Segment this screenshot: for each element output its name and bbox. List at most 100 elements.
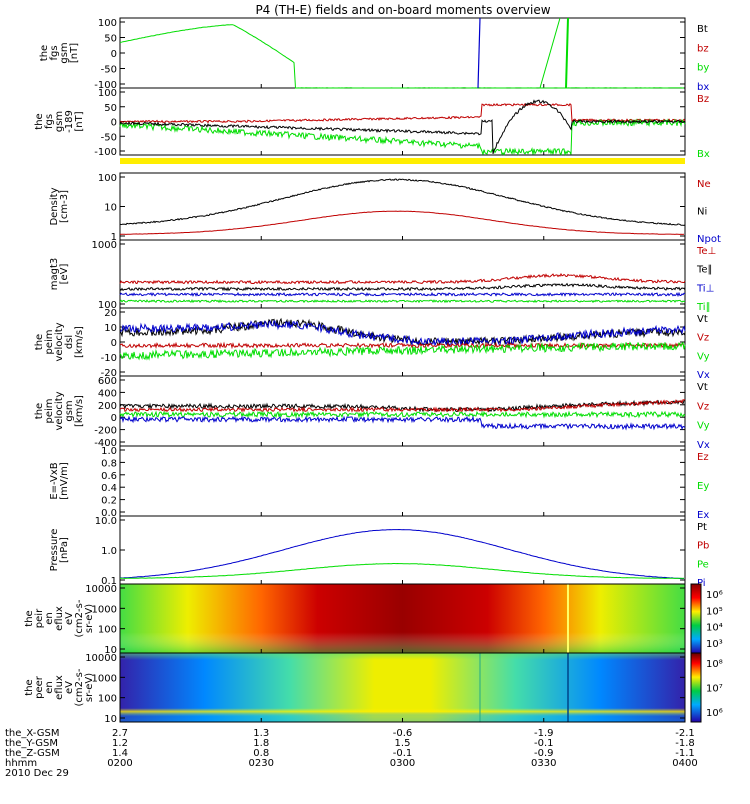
panel-frame xyxy=(119,17,686,89)
axis-row-label: the_Y-GSM xyxy=(5,738,58,749)
panel-efield: 1.00.8 0.60.4 0.20.0 E=-VxB [mV/m] Ez Ey Ex xyxy=(49,445,709,521)
y-axis-label: [eV] xyxy=(59,264,70,285)
y-axis-label: [nT] xyxy=(74,111,85,131)
y-tick-label: -200 xyxy=(94,426,117,437)
legend-te: Te∥ xyxy=(696,265,713,276)
y-axis-label: fgs xyxy=(49,45,60,60)
axis-row-value: 2.7 xyxy=(112,728,128,739)
y-tick-label: 0.0 xyxy=(101,508,117,519)
y-tick-label: -50 xyxy=(101,132,117,143)
axis-row-value: -2.1 xyxy=(675,728,695,739)
panel-frame xyxy=(119,172,686,241)
trace-dsl-vz xyxy=(119,341,686,350)
axis-row-value: 1.2 xyxy=(112,738,128,749)
legend-vt: Vt xyxy=(697,314,708,325)
y-axis-label: the xyxy=(24,679,35,695)
trace-by xyxy=(119,24,685,89)
panel-fgs: 100 50 0 -50 -100 the fgs gsm [nT] Bt bz by bx xyxy=(39,17,709,93)
trace-bx xyxy=(119,118,686,157)
legend-vz: Vz xyxy=(697,333,709,344)
y-tick-label: 10.0 xyxy=(95,516,117,527)
y-axis-label: magt3 xyxy=(49,258,60,291)
y-tick-label: 100 xyxy=(98,173,117,184)
legend-bt: Bt xyxy=(697,24,708,35)
y-tick-label: 0 xyxy=(111,413,117,424)
y-tick-label: 100 xyxy=(98,694,117,705)
colorbar-label: 10³ xyxy=(706,639,723,650)
y-tick-label: 600 xyxy=(98,376,117,387)
y-axis-label: fgs xyxy=(44,114,55,129)
y-tick-label: 1 xyxy=(111,232,117,243)
y-axis-label: the xyxy=(34,403,45,419)
y-axis-label: Density xyxy=(49,187,60,225)
y-tick-label: 50 xyxy=(104,103,117,114)
axis-row-value: 1.3 xyxy=(253,728,269,739)
legend-npot: Npot xyxy=(697,234,721,245)
axis-row-value: 0200 xyxy=(107,758,132,769)
y-axis-label: velocity xyxy=(54,391,65,430)
y-tick-label: 10 xyxy=(104,323,117,334)
y-axis-label: sr-eV) xyxy=(84,673,95,702)
axis-row-value: -1.8 xyxy=(675,738,695,749)
y-tick-label: 10 xyxy=(104,645,117,656)
y-tick-label: 10000 xyxy=(85,584,117,595)
y-axis-label: eV xyxy=(64,612,75,625)
y-axis-label: Pressure xyxy=(49,529,60,572)
y-axis-label: [mV/m] xyxy=(59,462,70,500)
y-axis-label: peir xyxy=(34,608,45,628)
legend-bx: bx xyxy=(697,82,709,93)
y-axis-label: peer xyxy=(34,675,45,699)
y-tick-label: 100 xyxy=(98,625,117,636)
axis-row-label: the_X-GSM xyxy=(5,728,59,739)
y-axis-label: gsm xyxy=(54,111,65,132)
y-axis-label: eV xyxy=(64,681,75,694)
chart-title: P4 (TH-E) fields and on-board moments ov… xyxy=(255,3,550,17)
trace-by-spike xyxy=(565,17,569,89)
legend-vt: Vt xyxy=(697,382,708,393)
legend-vx: Vx xyxy=(697,440,710,451)
legend-pb: Pb xyxy=(697,541,709,552)
legend-vy: Vy xyxy=(697,421,710,432)
y-axis-label: en xyxy=(44,612,55,625)
axis-row-value: 0230 xyxy=(249,758,274,769)
y-axis-label: [km/s] xyxy=(74,326,85,358)
y-axis-label: velocity xyxy=(54,322,65,361)
y-tick-label: 1.0 xyxy=(101,446,117,457)
panel-frame xyxy=(119,515,686,585)
y-axis-label: dsl xyxy=(64,335,75,349)
axis-row-value: 1.4 xyxy=(112,748,128,759)
y-tick-label: 100 xyxy=(98,18,117,29)
y-tick-label: 0.6 xyxy=(101,471,117,482)
axis-row-label: the_Z-GSM xyxy=(5,748,60,759)
y-tick-label: -100 xyxy=(94,80,117,91)
legend-bz: bz xyxy=(697,43,709,54)
trace-bz xyxy=(119,102,686,124)
colorbar-label: 10⁶ xyxy=(706,590,723,601)
y-tick-label: 0.8 xyxy=(101,458,117,469)
panel-peim_dsl: 20 10 0 -10 -20 the peim velocity dsl [km/s] Vt Vz V… xyxy=(34,307,710,381)
colorbar-label: 10⁷ xyxy=(706,684,723,695)
trace-tepar xyxy=(119,282,686,292)
y-axis-label: [nT] xyxy=(69,43,80,63)
trace-bx-spike xyxy=(477,17,481,89)
y-tick-label: 100 xyxy=(98,300,117,311)
panel-fgl: 100 50 0 -50 -100 the fgs gsm -189 [nT] Bz Bx xyxy=(34,87,710,160)
panel-frame xyxy=(119,239,686,309)
y-axis-label: [cm-3] xyxy=(59,190,70,223)
y-axis-label: peim xyxy=(44,398,55,423)
axis-row-value: -1.1 xyxy=(675,748,695,759)
panel-density: 100 10 1 Density [cm-3] Ne Ni Npot xyxy=(49,172,721,245)
trace-pe xyxy=(119,562,685,579)
trace-bt xyxy=(119,99,686,155)
y-tick-label: 1.0 xyxy=(101,546,117,557)
legend-vy: Vy xyxy=(697,351,710,362)
legend-pt: Pt xyxy=(697,522,707,533)
y-tick-label: 0 xyxy=(111,49,117,60)
trace-by-spike-2 xyxy=(539,17,561,89)
legend-bz: Bz xyxy=(697,94,709,105)
axis-row-label: hhmm xyxy=(5,758,37,769)
y-axis-label: sr-eV) xyxy=(84,604,95,633)
